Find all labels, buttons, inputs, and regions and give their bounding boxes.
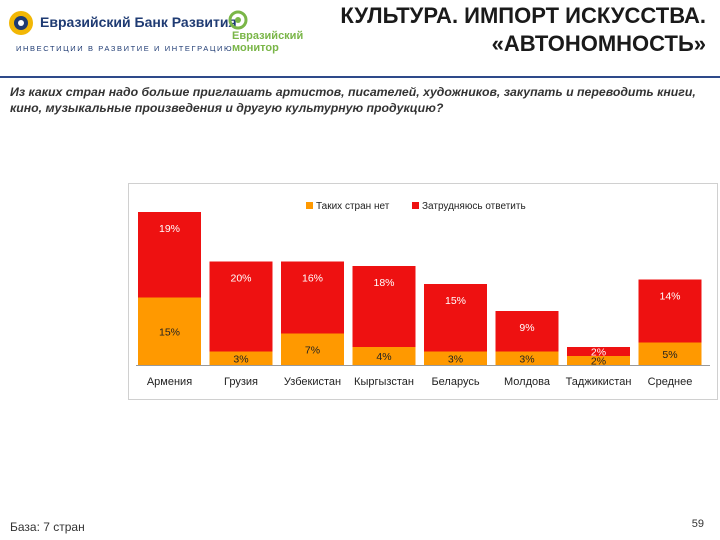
footer-base-note: База: 7 стран [10,520,85,534]
page-title-line1: КУЛЬТУРА. ИМПОРТ ИСКУССТВА. [340,3,706,28]
data-label: 15% [159,326,180,338]
category-label: Узбекистан [284,376,341,388]
data-label: 5% [662,349,677,361]
bank-name: Евразийский Банк Развития [40,14,237,30]
data-label: 2% [591,347,606,359]
bar-no-countries [638,342,702,365]
data-label: 3% [519,353,534,365]
bar-no-countries [352,347,416,365]
bar-no-countries [209,351,273,365]
category-label: Кыргызстан [354,376,414,388]
page-title-line2: «АВТОНОМНОСТЬ» [491,31,706,56]
category-label: Армения [147,376,192,388]
bar-hard-to-say [495,311,559,352]
bar-hard-to-say [138,212,201,298]
category-label: Среднее [648,376,693,388]
bar-hard-to-say [209,261,273,352]
category-label: Беларусь [431,376,479,388]
header-divider [0,76,720,78]
chart-svg: 15% 19% Армения 3% 20% Грузия 7% 16% Узбекистан 4… [128,183,718,400]
data-label: 14% [659,291,680,303]
category-label: Таджикистан [566,376,632,388]
monitor-logo-line2: монитор [232,42,279,54]
category-label: Молдова [504,376,551,388]
page-number: 59 [691,518,704,530]
bar-hard-to-say [424,284,487,352]
legend-label: Таких стран нет [316,201,390,212]
data-label: 7% [305,344,320,356]
stacked-bar-chart: 15% 19% Армения 3% 20% Грузия 7% 16% Узбекистан 4… [128,183,718,400]
bar-hard-to-say [567,347,630,356]
monitor-logo: Евразийский монитор [228,10,318,56]
bar-no-countries [567,356,630,365]
category-label: Грузия [224,376,258,388]
monitor-logo-icon [228,10,248,30]
bank-logo-icon [9,11,33,35]
bar-no-countries [424,351,487,365]
bar-hard-to-say [638,279,702,343]
legend-swatch [412,202,419,209]
legend-swatch [306,202,313,209]
data-label: 19% [159,223,180,235]
data-label: 3% [448,353,463,365]
data-label: 2% [591,356,606,368]
data-label: 16% [302,273,323,285]
bar-no-countries [281,333,344,365]
data-label: 9% [519,322,534,334]
bar-hard-to-say [352,266,416,347]
bank-logo: Евразийский Банк Развития ИНВЕСТИЦИИ В Р… [8,8,237,58]
data-label: 20% [230,273,251,285]
chart-frame [128,183,718,400]
bar-no-countries [495,351,559,365]
page-title: КУЛЬТУРА. ИМПОРТ ИСКУССТВА. «АВТОНОМНОСТ… [236,2,706,58]
bar-no-countries [138,297,201,365]
data-label: 18% [373,277,394,289]
monitor-logo-line1: Евразийский [232,30,304,42]
bar-hard-to-say [281,261,344,334]
legend-label: Затрудняюсь ответить [422,201,526,212]
data-label: 4% [376,351,391,363]
survey-question: Из каких стран надо больше приглашать ар… [10,85,696,115]
data-label: 15% [445,295,466,307]
bank-tagline: ИНВЕСТИЦИИ В РАЗВИТИЕ И ИНТЕГРАЦИЮ [16,44,234,53]
data-label: 3% [233,353,248,365]
